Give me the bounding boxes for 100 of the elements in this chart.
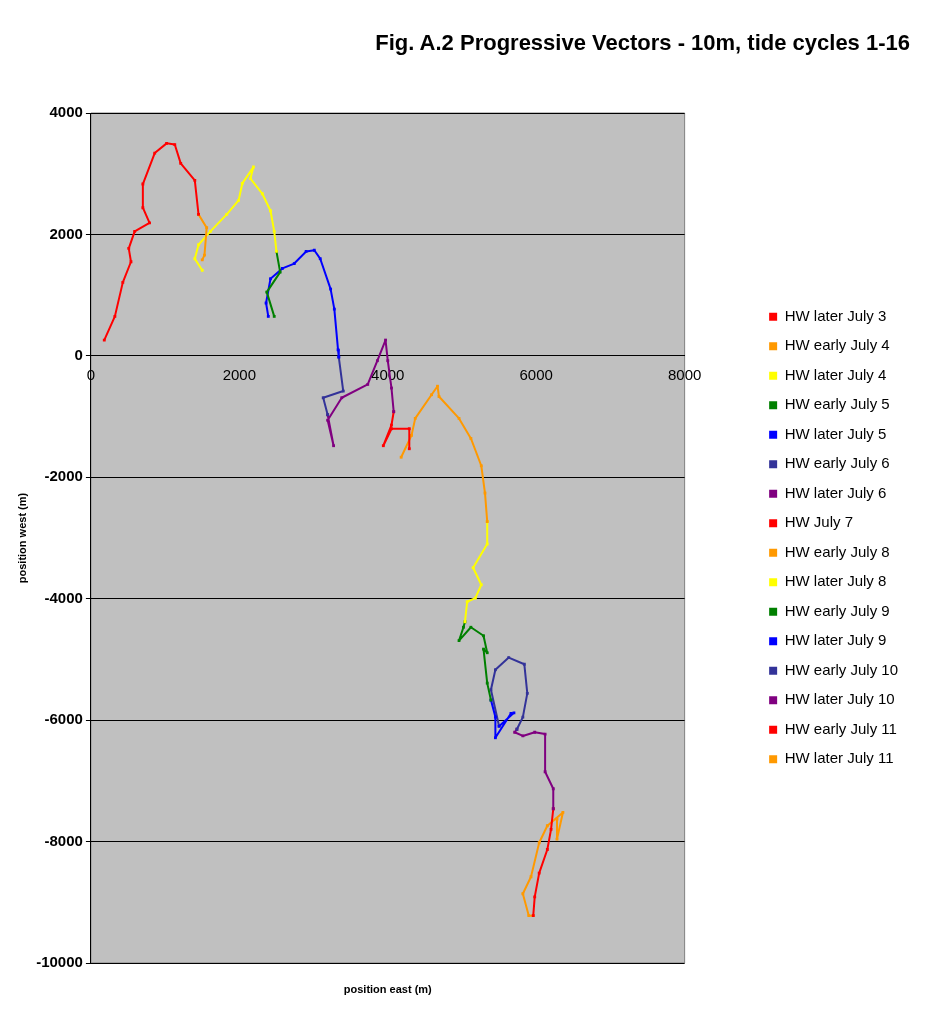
point bbox=[240, 182, 244, 185]
point bbox=[225, 212, 229, 216]
legend-label: HW later July 8 bbox=[784, 572, 887, 590]
y-tick-label: -2000 bbox=[44, 467, 83, 485]
point bbox=[269, 277, 272, 281]
point bbox=[465, 600, 469, 604]
legend-label: HW early July 10 bbox=[784, 660, 899, 678]
point bbox=[537, 841, 541, 845]
point bbox=[326, 418, 330, 422]
point bbox=[265, 290, 269, 294]
legend-label: HW later July 9 bbox=[784, 631, 887, 649]
point bbox=[269, 209, 272, 213]
point bbox=[521, 715, 525, 719]
y-tick-label: -6000 bbox=[44, 710, 83, 728]
legend-label: HW early July 5 bbox=[784, 395, 890, 413]
point bbox=[266, 314, 270, 318]
point bbox=[272, 229, 276, 233]
point bbox=[148, 221, 151, 225]
point bbox=[551, 787, 555, 791]
point bbox=[366, 382, 370, 386]
y-tick-label: -4000 bbox=[44, 588, 83, 606]
y-tick-label: 0 bbox=[74, 346, 83, 363]
point bbox=[493, 668, 497, 672]
point bbox=[197, 243, 200, 247]
legend-label: HW later July 4 bbox=[784, 365, 887, 383]
point bbox=[479, 464, 483, 468]
point bbox=[471, 566, 475, 570]
point bbox=[485, 681, 489, 685]
x-tick-label: 8000 bbox=[667, 366, 702, 383]
x-tick-label: 2000 bbox=[222, 366, 257, 383]
point bbox=[179, 161, 183, 165]
y-tick-label: -10000 bbox=[36, 953, 83, 971]
point bbox=[545, 824, 549, 828]
point bbox=[543, 732, 547, 736]
point bbox=[193, 257, 197, 261]
point bbox=[469, 437, 473, 440]
point bbox=[386, 359, 390, 363]
point bbox=[390, 427, 393, 431]
point bbox=[321, 396, 325, 400]
point bbox=[533, 895, 537, 899]
chart-title: Fig. A.2 Progressive Vectors - 10m, tide cycles 1-16 bbox=[375, 30, 910, 56]
point bbox=[200, 268, 204, 272]
y-tick-label: 4000 bbox=[49, 103, 83, 121]
legend-label: HW early July 9 bbox=[784, 601, 890, 619]
point bbox=[507, 656, 511, 660]
legend-label: HW later July 10 bbox=[784, 690, 895, 708]
y-tick-label: 2000 bbox=[49, 224, 83, 242]
point bbox=[133, 229, 137, 233]
legend-label: HW early July 4 bbox=[784, 336, 890, 354]
point bbox=[121, 280, 125, 284]
point bbox=[312, 248, 316, 252]
legend-label: HW later July 3 bbox=[784, 306, 887, 324]
point bbox=[469, 625, 473, 629]
legend-label: HW later July 6 bbox=[784, 483, 887, 501]
point bbox=[521, 892, 525, 896]
point bbox=[193, 178, 197, 182]
point bbox=[127, 246, 131, 250]
point bbox=[141, 206, 145, 210]
x-tick-label: 6000 bbox=[519, 366, 553, 383]
y-axis-title: position west (m) bbox=[15, 492, 28, 584]
point bbox=[482, 634, 485, 638]
point bbox=[332, 444, 336, 448]
point bbox=[543, 770, 547, 774]
point bbox=[493, 736, 497, 740]
point bbox=[375, 359, 379, 363]
point bbox=[485, 651, 489, 655]
point bbox=[482, 647, 485, 651]
y-tick-label: -8000 bbox=[44, 831, 83, 849]
point bbox=[407, 447, 411, 451]
legend-label: HW early July 8 bbox=[784, 542, 890, 560]
point bbox=[272, 314, 276, 318]
point bbox=[304, 250, 308, 253]
x-axis-title: position east (m) bbox=[343, 983, 433, 996]
legend-label: HW later July 11 bbox=[784, 749, 894, 767]
point bbox=[381, 444, 385, 448]
point bbox=[473, 596, 477, 600]
point bbox=[340, 396, 344, 400]
legend-label: HW early July 6 bbox=[784, 454, 890, 472]
point bbox=[332, 307, 336, 311]
point bbox=[318, 257, 322, 261]
point bbox=[527, 914, 531, 918]
point bbox=[436, 384, 439, 388]
point bbox=[413, 416, 417, 420]
point bbox=[260, 192, 264, 196]
point bbox=[205, 226, 209, 230]
point bbox=[399, 455, 403, 459]
legend-label: HW later July 5 bbox=[784, 424, 887, 442]
point bbox=[462, 625, 465, 629]
point bbox=[407, 427, 411, 431]
point bbox=[545, 848, 549, 851]
point bbox=[537, 871, 541, 875]
point bbox=[493, 715, 497, 719]
legend-label: HW July 7 bbox=[784, 513, 853, 531]
point bbox=[430, 393, 433, 397]
point bbox=[173, 143, 177, 146]
point bbox=[113, 314, 117, 318]
point bbox=[292, 262, 296, 265]
legend-label: HW early July 11 bbox=[784, 719, 897, 737]
point bbox=[533, 730, 537, 734]
point bbox=[525, 692, 529, 695]
